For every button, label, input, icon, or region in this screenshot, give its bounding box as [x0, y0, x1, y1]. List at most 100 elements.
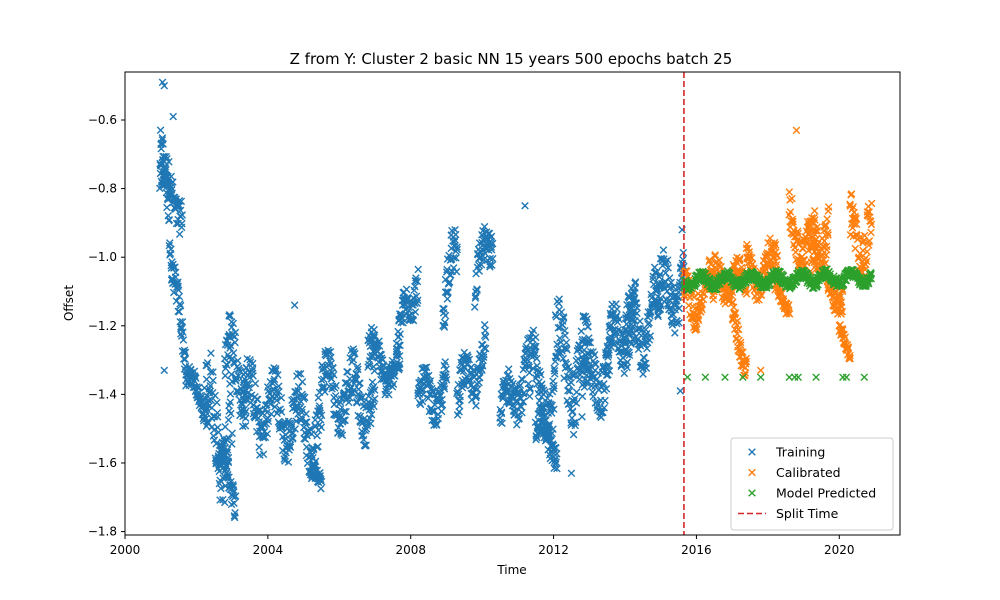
training-point — [231, 492, 240, 500]
calibrated-point — [694, 314, 702, 323]
training-point — [159, 155, 167, 164]
training-point — [301, 418, 310, 427]
training-point — [567, 378, 576, 387]
x-axis-label: Time — [496, 563, 526, 577]
calibrated-point — [824, 231, 832, 239]
training-point — [261, 433, 270, 442]
x-tick-label: 2004 — [253, 543, 284, 557]
training-point — [590, 351, 599, 359]
training-point — [162, 171, 171, 180]
training-point — [631, 278, 640, 286]
training-point — [425, 379, 434, 388]
calibrated-point — [711, 251, 720, 259]
training-point — [211, 391, 219, 400]
training-point — [453, 245, 461, 254]
training-point — [356, 379, 364, 387]
model-predicted-point — [701, 373, 710, 382]
training-point — [353, 362, 362, 371]
calibrated-point — [786, 208, 795, 216]
training-point — [259, 450, 268, 459]
training-point — [176, 206, 185, 215]
training-point — [214, 428, 223, 437]
training-point — [413, 296, 422, 305]
training-point — [523, 355, 531, 364]
training-point — [445, 278, 454, 286]
training-point — [480, 350, 488, 359]
training-point — [219, 474, 227, 482]
training-point — [667, 278, 675, 287]
training-point — [229, 486, 238, 494]
training-point — [475, 373, 484, 382]
training-point — [584, 322, 592, 331]
training-point — [317, 484, 325, 493]
training-point — [471, 294, 480, 302]
training-point — [524, 379, 533, 388]
training-point — [561, 331, 569, 340]
legend-label: Split Time — [776, 506, 839, 521]
calibrated-point — [747, 253, 756, 262]
training-point — [452, 267, 461, 276]
training-point — [317, 423, 326, 432]
training-point — [497, 408, 506, 417]
training-point — [661, 277, 669, 286]
training-point — [572, 399, 581, 407]
calibrated-point — [777, 289, 786, 298]
training-point — [570, 395, 579, 403]
training-point — [213, 398, 221, 407]
calibrated-point — [692, 322, 700, 331]
training-point — [263, 429, 272, 438]
training-point — [223, 361, 231, 369]
training-point — [625, 351, 634, 360]
training-point — [441, 311, 450, 320]
training-point — [340, 407, 349, 416]
training-point — [411, 308, 420, 316]
training-point — [275, 387, 283, 396]
training-point — [179, 328, 187, 336]
y-tick-label: −1.6 — [88, 456, 117, 470]
training-point — [329, 371, 338, 379]
y-tick-label: −1.4 — [88, 387, 117, 401]
model-predicted-point — [721, 373, 729, 382]
training-point — [332, 381, 340, 390]
model-predicted-point — [839, 280, 848, 288]
training-point — [298, 378, 307, 386]
training-point — [251, 379, 260, 388]
training-point — [428, 386, 437, 395]
calibrated-point — [748, 260, 757, 268]
training-point — [504, 365, 513, 373]
training-point — [559, 354, 568, 363]
training-point — [675, 304, 683, 313]
training-point — [550, 381, 558, 390]
training-point — [419, 390, 427, 399]
training-point — [544, 421, 552, 429]
model-predicted-point — [839, 373, 847, 382]
training-point — [176, 300, 184, 308]
calibrated-point — [742, 357, 751, 366]
training-point — [259, 432, 267, 441]
model-predicted-point — [756, 373, 765, 382]
training-point — [665, 274, 674, 282]
y-tick-label: −1.2 — [88, 319, 117, 333]
calibrated-point — [785, 301, 793, 309]
training-point — [470, 303, 479, 311]
training-point — [191, 372, 199, 380]
training-point — [375, 342, 384, 350]
training-point — [442, 375, 451, 384]
training-point — [518, 375, 527, 384]
training-point — [164, 195, 172, 204]
training-point — [550, 366, 559, 375]
training-point — [316, 468, 324, 477]
training-point — [254, 406, 262, 415]
training-point — [440, 385, 449, 393]
training-point — [424, 371, 433, 380]
calibrated-point — [709, 295, 718, 304]
training-point — [363, 421, 372, 430]
chart-title: Z from Y: Cluster 2 basic NN 15 years 50… — [290, 50, 733, 68]
training-point — [226, 398, 235, 406]
training-point — [163, 203, 171, 212]
training-point — [302, 443, 311, 451]
training-point — [621, 337, 630, 345]
training-point — [207, 396, 216, 405]
training-point — [362, 441, 370, 449]
calibrated-point — [821, 259, 830, 267]
